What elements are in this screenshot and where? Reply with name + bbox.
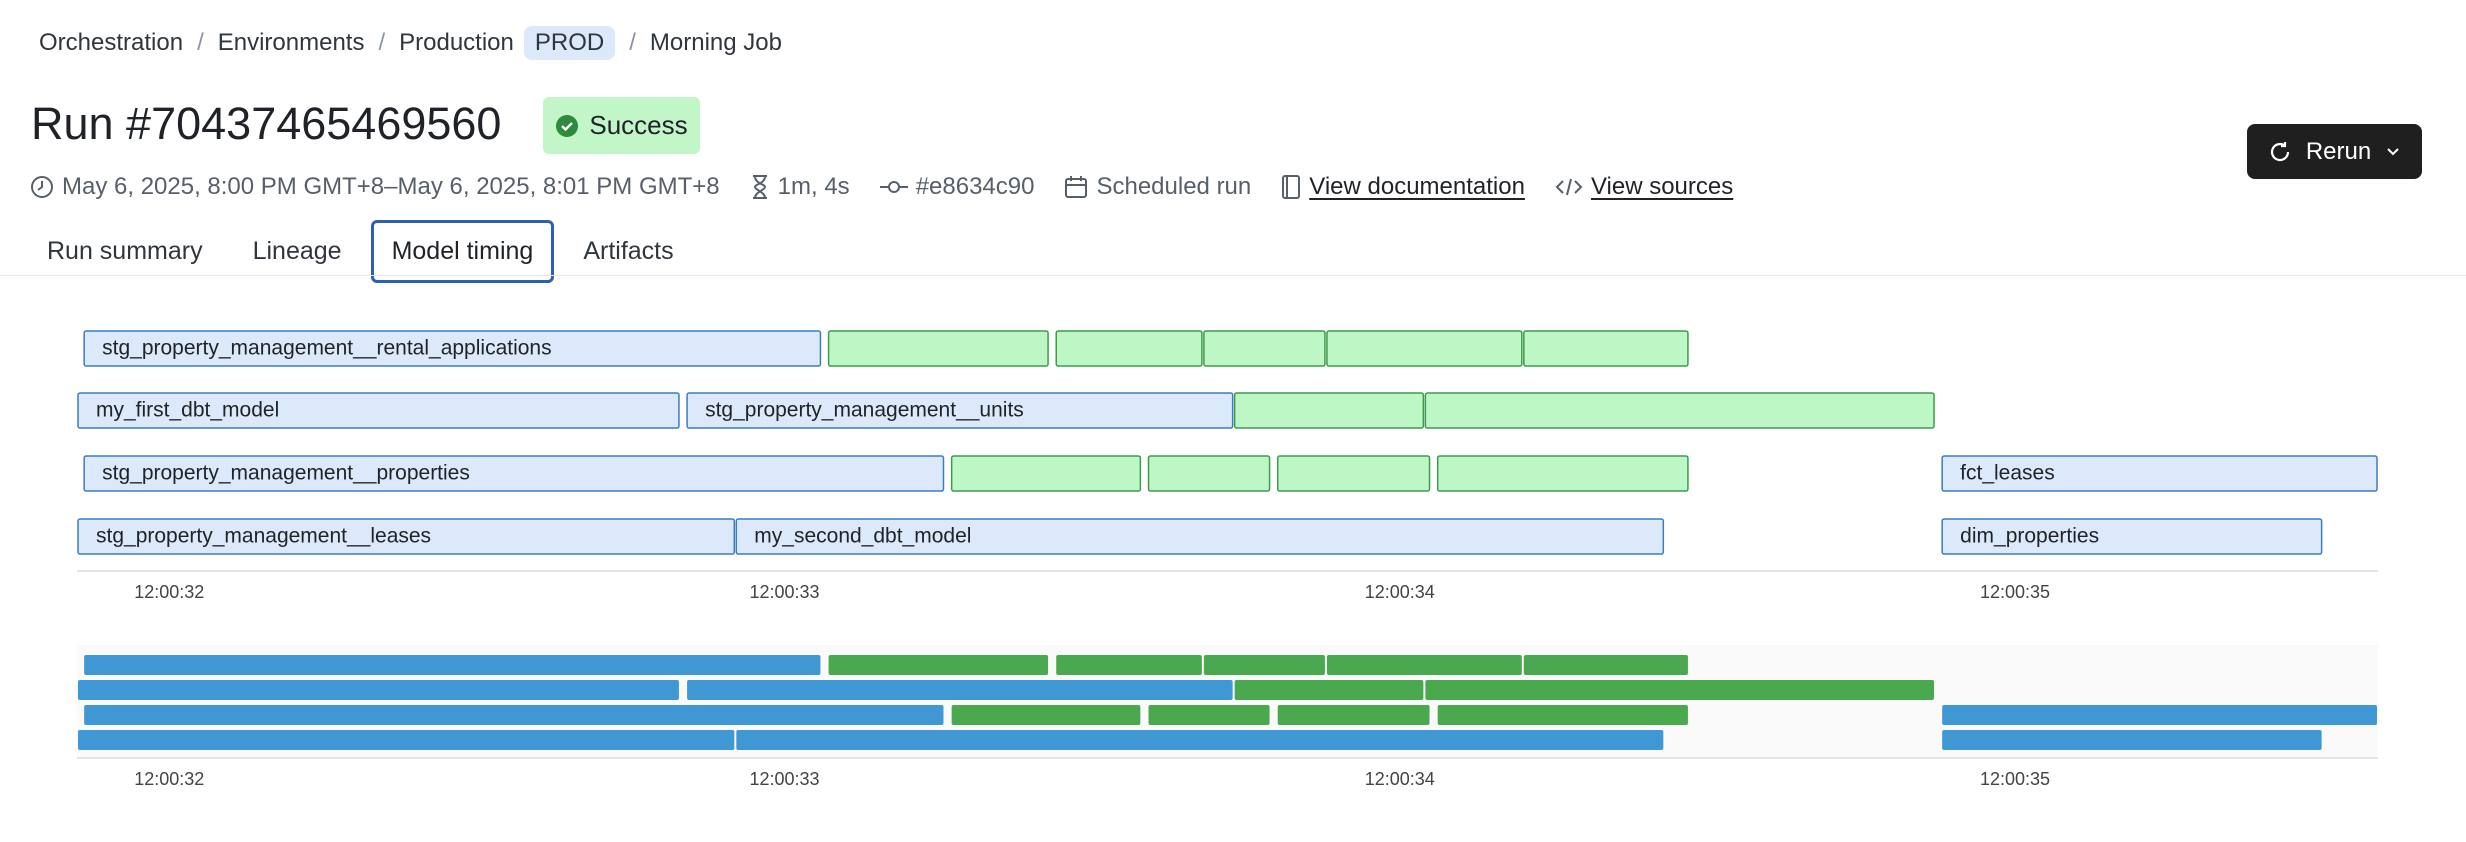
x-tick-label: 12:00:35 — [1980, 769, 2050, 789]
bar-label: stg_property_management__leases — [96, 525, 431, 548]
bar-label: dim_properties — [1960, 525, 2099, 548]
chevron-icon — [2387, 147, 2399, 155]
duration: 1m, 4s — [750, 173, 850, 201]
tab[interactable]: Run summary — [47, 237, 203, 265]
bar-label: fct_leases — [1960, 462, 2055, 485]
minimap-bar — [1148, 705, 1270, 725]
minimap-bar — [687, 680, 1233, 700]
minimap-bar — [951, 705, 1141, 725]
minimap-bar — [1234, 680, 1424, 700]
status-text: Success — [589, 110, 688, 140]
test-bar — [827, 330, 1049, 367]
minimap-bar — [828, 655, 1049, 675]
trigger: Scheduled run — [1064, 173, 1251, 201]
x-tick-label: 12:00:34 — [1365, 582, 1435, 602]
x-tick-label: 12:00:32 — [134, 582, 204, 602]
check-icon — [556, 114, 579, 137]
bar-label: my_first_dbt_model — [96, 399, 279, 422]
model-bar — [77, 518, 736, 555]
sources-link[interactable]: View sources — [1555, 173, 1733, 201]
test-bar — [1326, 330, 1523, 367]
minimap-bar — [1326, 655, 1522, 675]
minimap-bar — [84, 655, 821, 675]
breadcrumb-separator: / — [197, 29, 204, 56]
test-bar — [1147, 455, 1271, 492]
tab[interactable]: Lineage — [252, 237, 342, 265]
model-bar — [686, 392, 1234, 429]
minimap-bar — [1203, 655, 1325, 675]
clock-icon — [31, 176, 53, 198]
calendar-icon — [1065, 176, 1088, 198]
divider — [0, 275, 2466, 276]
breadcrumb-separator: / — [378, 29, 386, 56]
bar-label: my_second_dbt_model — [754, 525, 971, 548]
test-bar — [1523, 330, 1689, 367]
doc-icon — [1282, 175, 1301, 199]
test-bar — [1203, 330, 1326, 367]
test-bar — [950, 455, 1142, 492]
model-bar — [83, 330, 822, 367]
model-bar — [77, 392, 680, 429]
x-tick-label: 12:00:35 — [1980, 582, 2050, 602]
test-bar — [1276, 455, 1431, 492]
minimap-bar — [78, 730, 735, 750]
time-range: May 6, 2025, 8:00 PM GMT+8–May 6, 2025, … — [30, 173, 720, 201]
status-badge: Success — [543, 97, 700, 154]
x-tick-label: 12:00:33 — [749, 769, 819, 789]
breadcrumb-item[interactable]: Environments — [217, 29, 365, 56]
tab-bar: Run summary Lineage Model timing Artifacts — [26, 220, 695, 283]
duration-text: 1m, 4s — [777, 173, 850, 200]
model-bar — [1941, 455, 2378, 492]
tab[interactable]: Model timing — [370, 220, 555, 283]
x-tick-label: 12:00:32 — [134, 769, 204, 789]
rerun-text[interactable]: Rerun — [2305, 137, 2372, 165]
docs-link[interactable]: View documentation — [1281, 173, 1525, 201]
sources-link-text[interactable]: View sources — [1590, 173, 1734, 200]
minimap-bar — [1523, 655, 1688, 675]
breadcrumb-item[interactable]: Orchestration — [39, 29, 184, 56]
minimap-bar — [1277, 705, 1430, 725]
run-title: Run #70437465469560 — [31, 98, 502, 149]
model-bar — [1941, 518, 2323, 555]
minimap-bar — [736, 730, 1664, 750]
commit-icon — [879, 181, 908, 193]
minimap-bar — [1056, 655, 1202, 675]
breadcrumb-item[interactable]: Production — [399, 29, 514, 56]
breadcrumb-separator: / — [629, 29, 636, 56]
bar-label: stg_property_management__units — [705, 399, 1024, 422]
tab[interactable]: Artifacts — [583, 237, 674, 265]
refresh-icon — [2270, 141, 2289, 161]
minimap-bar — [78, 680, 679, 700]
breadcrumb-item[interactable]: Morning Job — [649, 29, 782, 56]
hourglass-icon — [752, 175, 767, 199]
minimap-bar — [1437, 705, 1688, 725]
docs-link-text[interactable]: View documentation — [1309, 173, 1525, 200]
bar-label: stg_property_management__properties — [102, 462, 470, 485]
env-badge: PROD — [523, 26, 616, 60]
trigger-text: Scheduled run — [1096, 173, 1252, 200]
test-bar — [1055, 330, 1203, 367]
rerun-button[interactable]: Rerun — [2247, 124, 2422, 179]
model-bar — [735, 518, 1665, 555]
code-icon — [1555, 178, 1583, 196]
minimap-bar — [1942, 705, 2377, 725]
model-bar — [83, 455, 945, 492]
minimap-bar — [84, 705, 944, 725]
commit: #e8634c90 — [879, 173, 1035, 201]
test-bar — [1436, 455, 1689, 492]
x-tick-label: 12:00:34 — [1365, 769, 1435, 789]
commit-text: #e8634c90 — [915, 173, 1035, 200]
test-bar — [1424, 392, 1935, 429]
run-meta: May 6, 2025, 8:00 PM GMT+8–May 6, 2025, … — [30, 173, 1763, 201]
x-tick-label: 12:00:33 — [749, 582, 819, 602]
minimap-bar — [1425, 680, 1935, 700]
breadcrumb: Orchestration / Environments / Production PRO… — [39, 26, 782, 60]
minimap-bar — [1942, 730, 2322, 750]
time-range-text: May 6, 2025, 8:00 PM GMT+8–May 6, 2025, … — [62, 173, 720, 200]
test-bar — [1233, 392, 1425, 429]
bar-label: stg_property_management__rental_applicat… — [102, 337, 551, 360]
